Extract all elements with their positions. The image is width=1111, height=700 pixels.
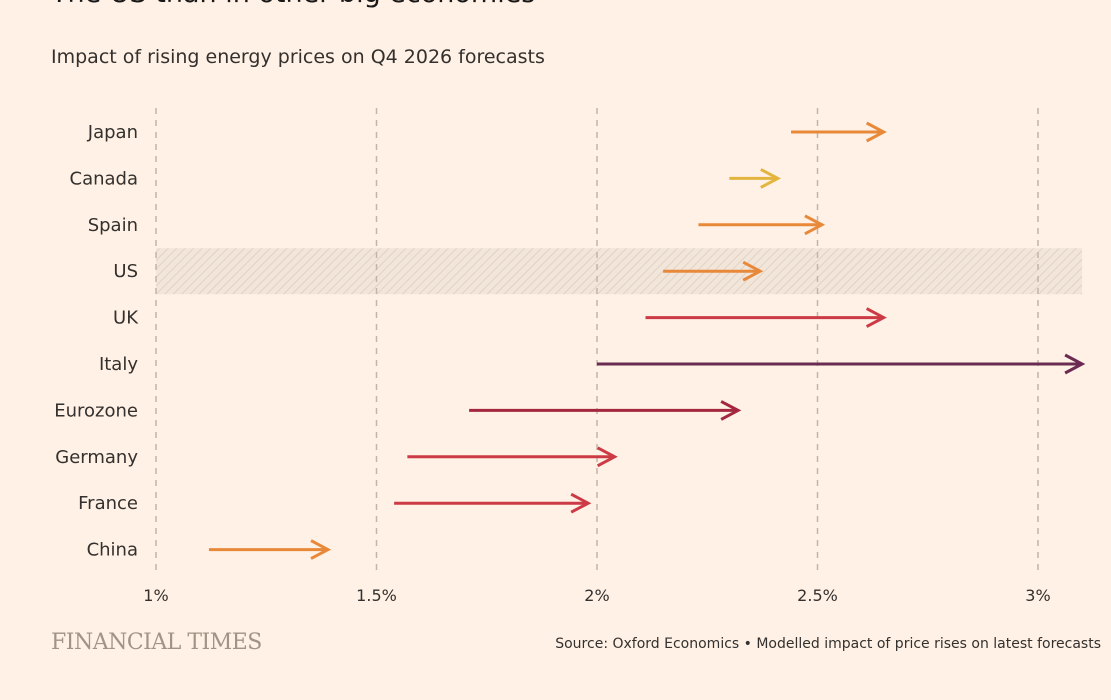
x-tick-label: 1.5% [356,586,397,605]
arrow-head [720,400,742,421]
x-tick-label: 2.5% [797,586,838,605]
highlight-band [156,248,1083,295]
category-label: Italy [99,354,138,375]
category-label: Canada [70,168,139,189]
category-label: UK [113,308,139,329]
category-label: Eurozone [54,400,138,421]
arrow-head [596,446,618,468]
category-label: Spain [88,215,138,236]
category-label: France [78,493,138,514]
arrow-head [742,260,764,282]
category-label: China [87,540,138,561]
chart-title: The US than in other big economies [51,0,535,9]
arrow-head [804,214,826,236]
category-label: US [113,261,138,282]
arrow-head [760,168,782,189]
arrow-head [310,539,332,560]
source-note: Source: Oxford Economics • Modelled impa… [555,636,1101,652]
x-tick-label: 2% [584,586,609,605]
x-tick-label: 3% [1025,586,1050,605]
financial-times-logo: FINANCIAL TIMES [51,630,262,655]
arrow-head [570,492,592,514]
category-label: Japan [87,122,138,143]
x-tick-label: 1% [143,586,168,605]
arrow-chart: 1% 1.5% 2% 2.5% 3% Japan Canada Spain US UK Italy E… [54,108,1086,605]
arrow-head [865,307,887,328]
category-label: Germany [55,447,138,468]
chart-subtitle: Impact of rising energy prices on Q4 202… [51,46,545,68]
arrow-head [865,121,887,143]
arrow-head [1064,353,1086,375]
